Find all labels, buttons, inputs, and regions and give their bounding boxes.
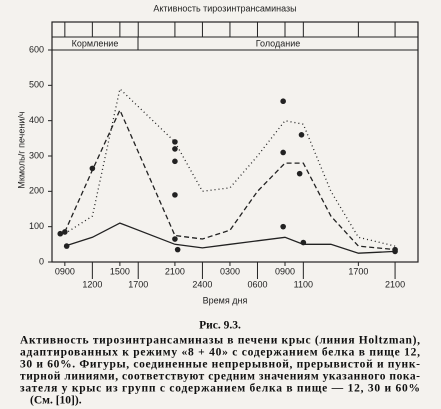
data-point: [62, 229, 68, 235]
data-point: [172, 236, 178, 242]
x-axis-label: Время дня: [203, 295, 248, 305]
y-tick-label: 300: [29, 150, 44, 160]
data-point: [89, 165, 96, 172]
data-point: [172, 146, 178, 152]
data-point: [296, 170, 303, 177]
x-tick-label: 2400: [192, 279, 212, 289]
x-tick-label: 1700: [348, 266, 368, 276]
y-tick-label: 400: [29, 115, 44, 125]
data-point: [174, 246, 181, 253]
data-point: [300, 239, 307, 246]
y-tick-label: 500: [29, 80, 44, 90]
y-tick-label: 100: [29, 221, 44, 231]
x-tick-label: 0300: [220, 266, 240, 276]
data-point: [280, 149, 286, 156]
y-tick-label: 200: [29, 186, 44, 196]
x-tick-label: 1700: [128, 279, 148, 289]
caption-line: (См. [10]).: [30, 395, 82, 407]
plot-frame: [51, 21, 419, 263]
chart-title: Активность тирозинтрансаминазы: [153, 3, 296, 13]
series-line: [64, 87, 396, 247]
x-tick-label: 1200: [82, 279, 102, 289]
x-tick-label: 0600: [247, 279, 267, 289]
data-point: [57, 230, 64, 237]
x-tick-label: 2100: [165, 266, 185, 276]
data-point: [298, 132, 305, 138]
x-tick-label: 2100: [385, 279, 405, 289]
y-tick-label: 0: [39, 256, 44, 266]
x-tick-label: 1100: [294, 279, 313, 289]
y-tick-label: 600: [29, 44, 44, 54]
annotation: Кормление: [72, 38, 119, 48]
x-tick-label: 0900: [275, 266, 295, 276]
data-point: [63, 243, 70, 249]
caption-line: 30 и 60%. Фигуры, соединенные непрерывно…: [20, 359, 420, 371]
y-axis-label: Мкмоль/г печени/ч: [16, 111, 26, 188]
caption-line: адаптированных к режиму «8 + 40» с содер…: [20, 347, 420, 359]
series-line: [64, 108, 396, 251]
data-point: [280, 223, 286, 230]
data-point: [392, 248, 398, 255]
caption-line: тирной линиями, соответствуют средним зн…: [20, 371, 420, 383]
x-tick-label: 1500: [110, 266, 130, 276]
data-point: [172, 192, 178, 198]
figure-number: Рис. 9.3.: [199, 320, 241, 332]
data-point: [172, 158, 178, 165]
x-tick-label: 0900: [55, 266, 75, 276]
data-point: [172, 139, 178, 145]
series-line: [64, 222, 396, 254]
annotation: Голодание: [256, 38, 301, 48]
data-point: [280, 98, 286, 105]
caption-line: Активность тирозинтрансаминазы в печени …: [20, 335, 420, 347]
caption-line: зателя у крыс из групп с содержанием бел…: [20, 383, 420, 395]
